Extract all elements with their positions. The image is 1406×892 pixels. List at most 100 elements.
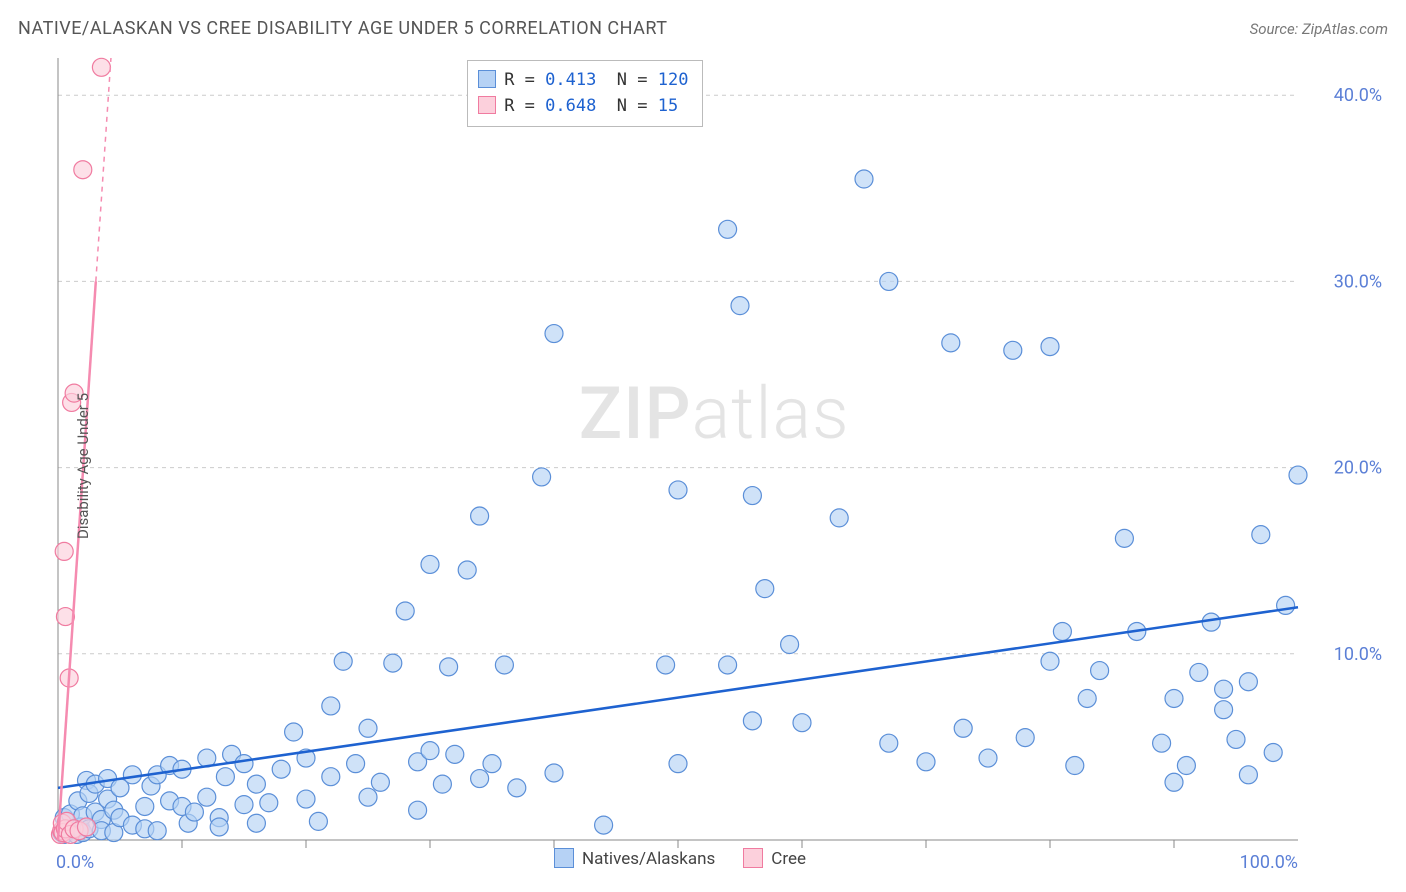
data-point — [1277, 596, 1295, 614]
data-point — [855, 170, 873, 188]
data-point — [1289, 466, 1307, 484]
data-point — [1190, 663, 1208, 681]
data-point — [260, 794, 278, 812]
data-point — [433, 775, 451, 793]
data-point — [1165, 689, 1183, 707]
data-point — [1041, 652, 1059, 670]
svg-text:10.0%: 10.0% — [1334, 644, 1382, 665]
stat-legend-row: R = 0.648 N = 15 — [478, 93, 688, 119]
data-point — [458, 561, 476, 579]
data-point — [334, 652, 352, 670]
data-point — [657, 656, 675, 674]
data-point — [917, 753, 935, 771]
data-point — [669, 481, 687, 499]
data-point — [756, 580, 774, 598]
data-point — [1239, 766, 1257, 784]
data-point — [1215, 680, 1233, 698]
data-point — [1041, 338, 1059, 356]
data-point — [1078, 689, 1096, 707]
data-point — [123, 766, 141, 784]
y-axis-label: Disability Age Under 5 — [74, 393, 92, 539]
data-point — [595, 816, 613, 834]
data-point — [148, 822, 166, 840]
data-point — [359, 719, 377, 737]
data-point — [74, 161, 92, 179]
data-point — [247, 814, 265, 832]
data-point — [1264, 743, 1282, 761]
data-point — [198, 788, 216, 806]
data-point — [322, 697, 340, 715]
svg-text:30.0%: 30.0% — [1334, 271, 1382, 292]
legend-swatch — [478, 96, 496, 114]
legend-swatch — [554, 848, 574, 868]
series-legend: Natives/Alaskans Cree — [554, 848, 806, 869]
legend-item: Natives/Alaskans — [554, 848, 715, 869]
data-point — [793, 714, 811, 732]
svg-text:20.0%: 20.0% — [1334, 458, 1382, 479]
data-point — [1016, 729, 1034, 747]
data-point — [1115, 529, 1133, 547]
data-point — [1177, 757, 1195, 775]
scatter-plot: 10.0% 20.0% 30.0% 40.0% 0.0% 100.0% — [18, 50, 1388, 882]
data-point — [409, 801, 427, 819]
data-point — [1239, 673, 1257, 691]
data-point — [1004, 341, 1022, 359]
data-point — [347, 755, 365, 773]
data-point — [421, 742, 439, 760]
data-point — [880, 272, 898, 290]
data-point — [533, 468, 551, 486]
data-point — [1091, 662, 1109, 680]
data-point — [136, 797, 154, 815]
data-point — [1227, 730, 1245, 748]
data-point — [235, 755, 253, 773]
stat-legend: R = 0.413 N = 120R = 0.648 N = 15 — [467, 60, 703, 127]
svg-text:100.0%: 100.0% — [1240, 852, 1298, 873]
data-point — [371, 773, 389, 791]
svg-text:0.0%: 0.0% — [56, 852, 94, 873]
data-point — [297, 790, 315, 808]
data-point — [309, 812, 327, 830]
chart-source: Source: ZipAtlas.com — [1250, 20, 1388, 38]
data-point — [669, 755, 687, 773]
data-point — [446, 745, 464, 763]
chart-title: NATIVE/ALASKAN VS CREE DISABILITY AGE UN… — [18, 18, 668, 39]
data-point — [1153, 734, 1171, 752]
data-point — [247, 775, 265, 793]
data-point — [78, 818, 96, 836]
legend-swatch — [743, 848, 763, 868]
data-point — [495, 656, 513, 674]
data-point — [545, 325, 563, 343]
data-point — [235, 796, 253, 814]
data-point — [942, 334, 960, 352]
data-point — [719, 220, 737, 238]
data-point — [1066, 757, 1084, 775]
plot-area: Disability Age Under 5 10.0% 20.0% 30.0% 40… — [18, 50, 1388, 882]
data-point — [185, 803, 203, 821]
data-point — [781, 636, 799, 654]
data-point — [55, 542, 73, 560]
data-point — [421, 555, 439, 573]
data-point — [359, 788, 377, 806]
data-point — [471, 507, 489, 525]
data-point — [92, 58, 110, 76]
data-point — [384, 654, 402, 672]
data-point — [1252, 526, 1270, 544]
data-point — [508, 779, 526, 797]
data-point — [483, 755, 501, 773]
data-point — [471, 770, 489, 788]
data-point — [743, 712, 761, 730]
data-point — [210, 818, 228, 836]
data-point — [1165, 773, 1183, 791]
legend-item: Cree — [743, 848, 806, 869]
data-point — [880, 734, 898, 752]
data-point — [272, 760, 290, 778]
data-point — [731, 297, 749, 315]
data-point — [719, 656, 737, 674]
data-point — [396, 602, 414, 620]
data-point — [216, 768, 234, 786]
data-point — [285, 723, 303, 741]
data-point — [954, 719, 972, 737]
svg-text:40.0%: 40.0% — [1334, 85, 1382, 106]
data-point — [743, 487, 761, 505]
data-point — [322, 768, 340, 786]
